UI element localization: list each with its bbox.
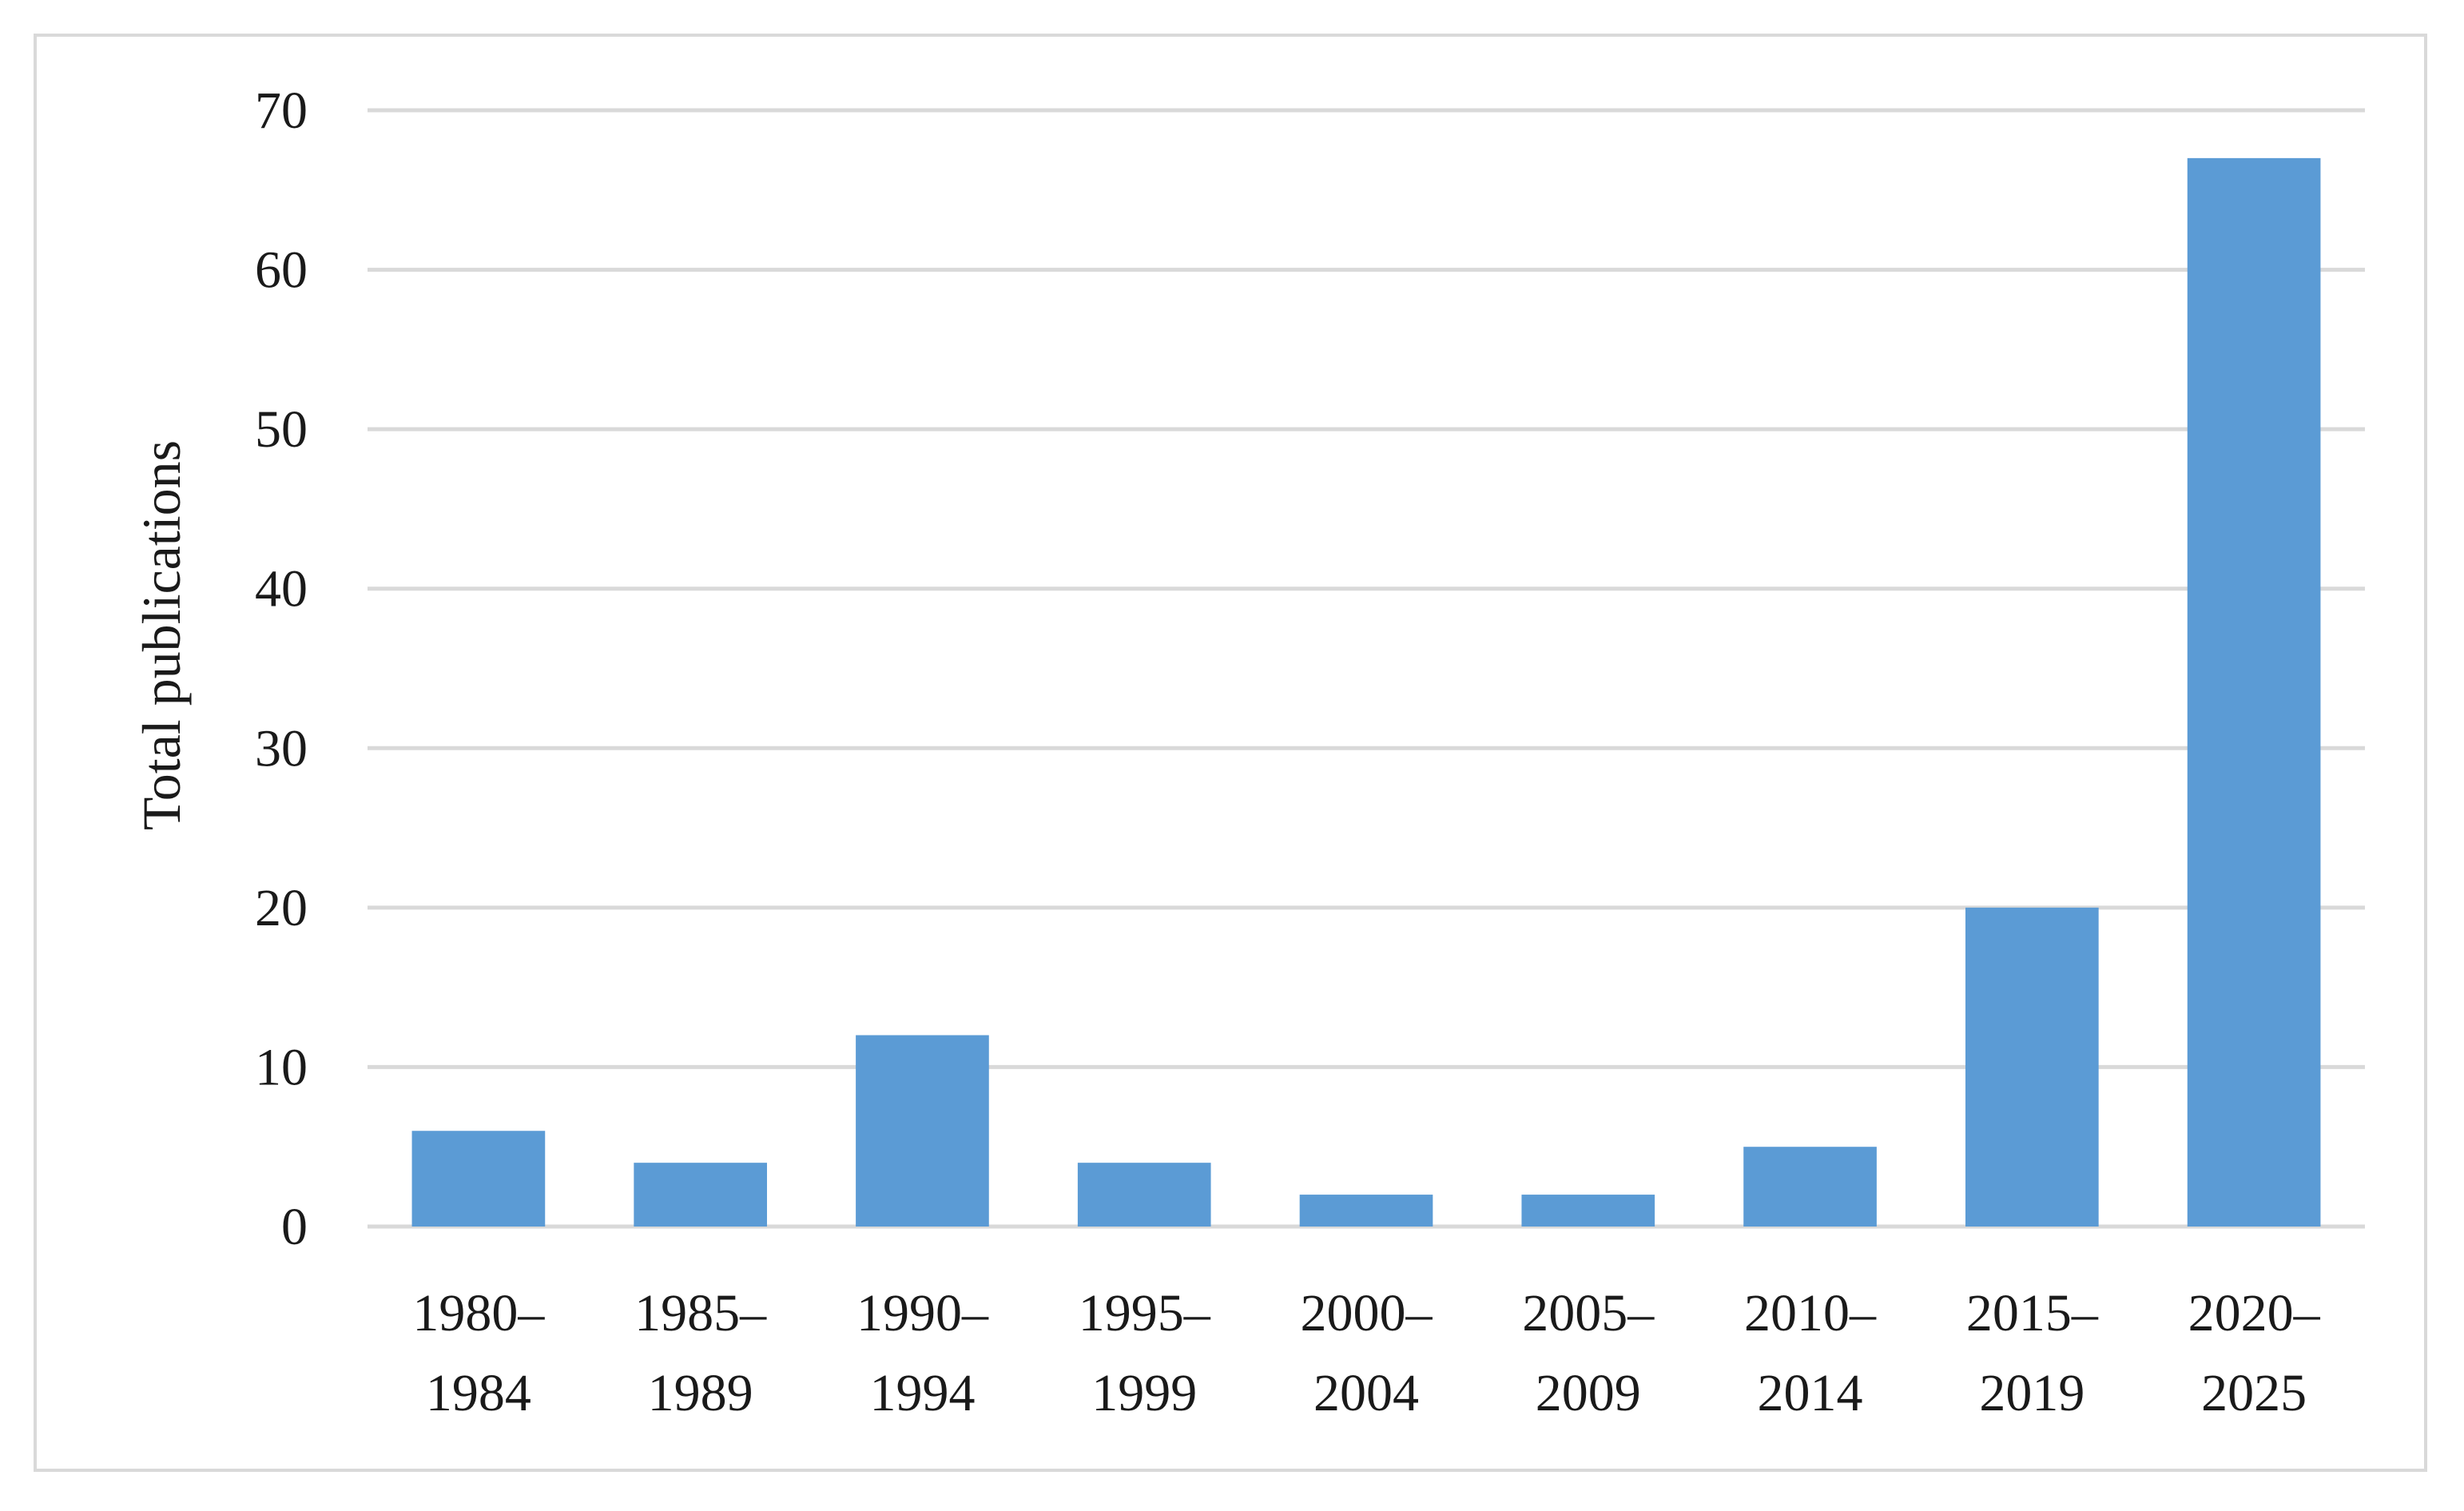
x-tick-label-line: 1989 [648,1364,753,1422]
bar [1077,1163,1211,1227]
x-tick-label-line: 2014 [1758,1364,1863,1422]
x-tick-label-line: 1995– [1079,1284,1211,1342]
x-tick-label: 2020– 2025 [2188,1284,2321,1422]
bar [1965,907,2099,1227]
x-tick-label-line: 2010– [1744,1284,1877,1342]
bar [856,1035,989,1227]
x-tick-label: 1990– 1994 [856,1284,989,1422]
x-tick-label-line: 1994 [869,1364,975,1422]
x-tick-label-line: 2025 [2201,1364,2307,1422]
x-tick-label: 2005– 2009 [1522,1284,1655,1422]
y-tick-label: 50 [255,400,308,459]
y-tick-label: 70 [255,82,308,140]
x-axis-ticks: 1980– 1984 1985– 1989 1990– 1994 1995– 1999 2000… [412,1284,2320,1422]
bar [1299,1195,1433,1227]
x-tick-label: 1980– 1984 [412,1284,545,1422]
bars [411,157,2321,1227]
y-axis-title: Total publications [131,440,192,830]
bar [2187,157,2321,1227]
x-tick-label: 1985– 1989 [634,1284,767,1422]
bar [634,1163,767,1227]
x-tick-label-line: 1999 [1091,1364,1197,1422]
x-tick-label: 2015– 2019 [1966,1284,2099,1422]
x-tick-label-line: 2004 [1313,1364,1419,1422]
x-tick-label-line: 1985– [634,1284,767,1342]
y-axis-ticks: 0 10 20 30 40 50 60 70 [255,82,308,1256]
y-tick-label: 0 [281,1198,308,1256]
chart-frame [34,34,2427,1472]
y-tick-label: 40 [255,560,308,618]
x-tick-label-line: 2015– [1966,1284,2099,1342]
y-tick-label: 60 [255,241,308,300]
x-tick-label: 1995– 1999 [1079,1284,1211,1422]
x-tick-label: 2000– 2004 [1301,1284,1433,1422]
x-tick-label-line: 1990– [856,1284,989,1342]
x-tick-label-line: 2009 [1536,1364,1641,1422]
x-tick-label-line: 2000– [1301,1284,1433,1342]
x-tick-label-line: 2020– [2188,1284,2321,1342]
x-tick-label: 2010– 2014 [1744,1284,1877,1422]
x-tick-label-line: 2019 [1979,1364,2084,1422]
bar [1743,1147,1877,1227]
y-tick-label: 20 [255,879,308,937]
bar [411,1131,546,1227]
bar [1521,1195,1655,1227]
x-tick-label-line: 1984 [426,1364,531,1422]
y-tick-label: 30 [255,719,308,777]
x-tick-label-line: 2005– [1522,1284,1655,1342]
x-tick-label-line: 1980– [412,1284,545,1342]
y-tick-label: 10 [255,1038,308,1096]
